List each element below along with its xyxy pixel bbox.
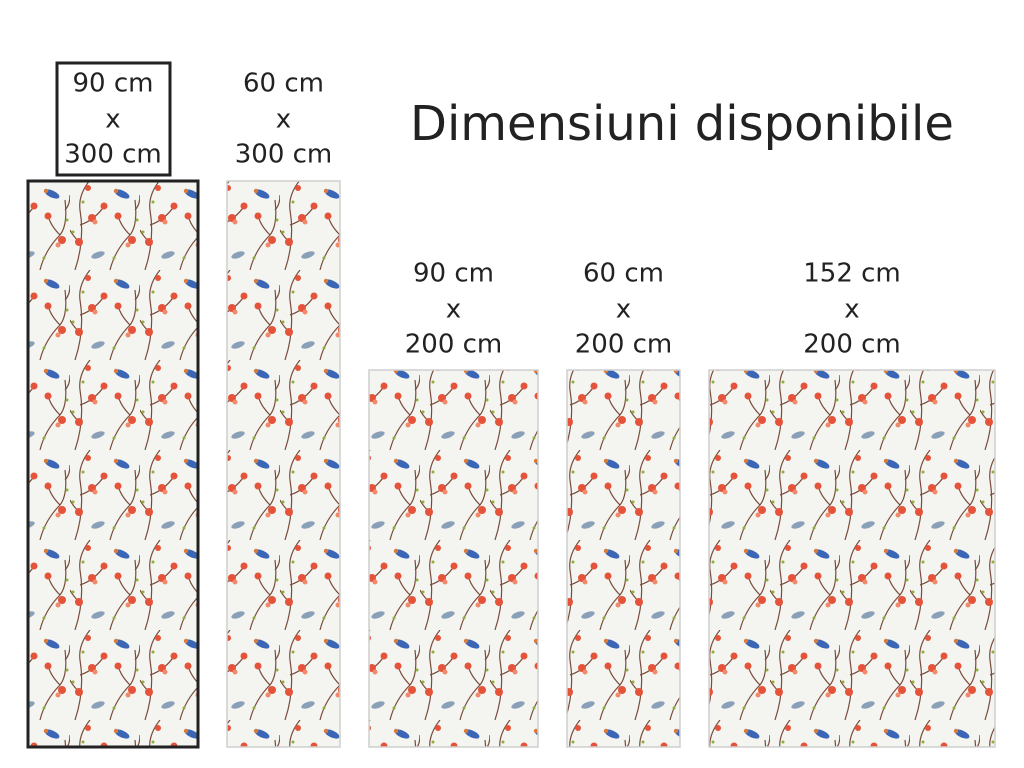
wallpaper-panel <box>226 180 341 748</box>
height-label: 300 cm <box>235 140 333 170</box>
wallpaper-panel <box>368 369 539 748</box>
height-label: 200 cm <box>405 330 503 360</box>
separator-label: x <box>105 105 120 135</box>
width-label: 90 cm <box>73 69 154 99</box>
size-option[interactable]: 60 cm x 300 cm <box>226 69 341 748</box>
height-label: 300 cm <box>64 140 162 170</box>
separator-label: x <box>276 105 291 135</box>
wallpaper-panel <box>566 369 681 748</box>
separator-label: x <box>844 295 859 325</box>
size-option[interactable]: 90 cm x 300 cm <box>26 61 200 749</box>
width-label: 60 cm <box>243 69 324 99</box>
wallpaper-panel <box>708 369 996 748</box>
separator-label: x <box>616 295 631 325</box>
height-label: 200 cm <box>575 330 673 360</box>
selected-label-box <box>55 61 172 177</box>
width-label: 90 cm <box>413 259 494 289</box>
wallpaper-panel <box>26 179 200 749</box>
size-option[interactable]: 60 cm x 200 cm <box>566 259 681 748</box>
size-option[interactable]: 90 cm x 200 cm <box>368 259 539 748</box>
separator-label: x <box>446 295 461 325</box>
width-label: 152 cm <box>803 259 901 289</box>
width-label: 60 cm <box>583 259 664 289</box>
title: Dimensiuni disponibile <box>410 96 954 152</box>
height-label: 200 cm <box>803 330 901 360</box>
size-option[interactable]: 152 cm x 200 cm <box>708 259 996 748</box>
